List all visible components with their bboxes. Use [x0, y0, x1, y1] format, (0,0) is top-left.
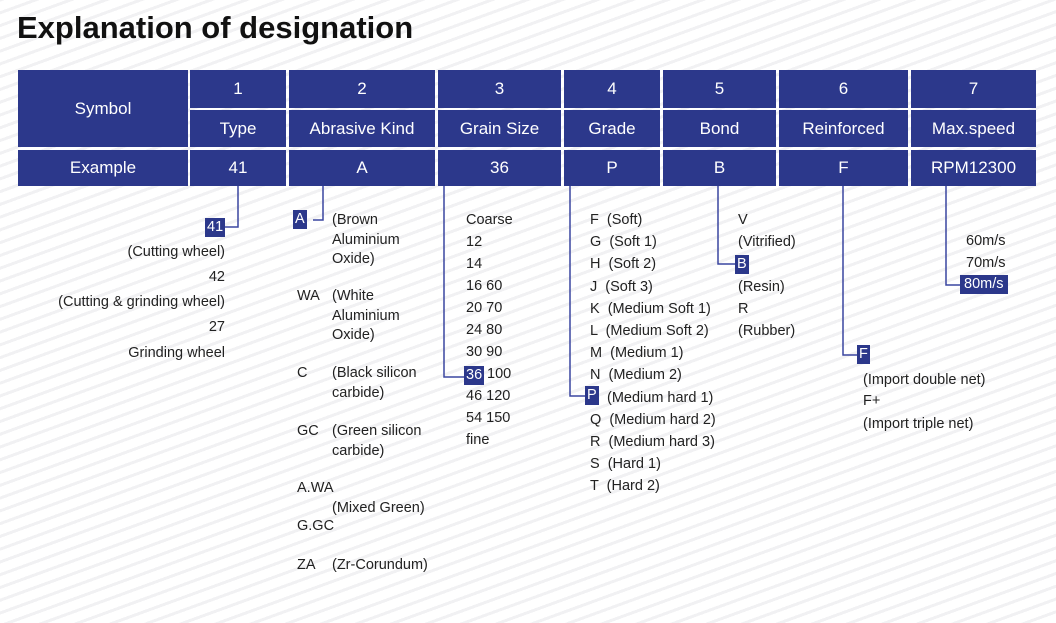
abrasive-desc: (Green silicon [332, 423, 422, 439]
grade-line: G (Soft 1) [590, 234, 657, 251]
abrasive-highlight: A [293, 210, 307, 229]
speed-line: 60m/s [966, 233, 1006, 249]
bond-line: V [738, 212, 748, 228]
bond-line: (Rubber) [738, 323, 796, 339]
column-number: 5 [663, 70, 776, 108]
grade-line: Q (Medium hard 2) [590, 411, 716, 428]
symbol-header: Symbol [18, 70, 188, 147]
grain-line: 46 120 [466, 388, 511, 404]
grain-line: 24 80 [466, 322, 503, 338]
grade-line: M (Medium 1) [590, 345, 684, 362]
abrasive-code: GC [297, 423, 319, 439]
grain-line: 16 60 [466, 278, 503, 294]
grade-line: J (Soft 3) [590, 278, 653, 295]
column-number: 3 [438, 70, 561, 108]
abrasive-code: C [297, 365, 308, 381]
grain-line: 20 70 [466, 300, 503, 316]
speed-line: 70m/s [966, 255, 1006, 271]
speed-highlight: 80m/s [960, 275, 1008, 294]
reinforced-line: F+ [863, 393, 881, 409]
grade-line: N (Medium 2) [590, 367, 682, 384]
abrasive-desc: Aluminium [332, 231, 400, 248]
column-name: Reinforced [779, 110, 908, 147]
column-name: Abrasive Kind [289, 110, 435, 147]
column-example: F [779, 150, 908, 186]
grade-line: S (Hard 1) [590, 456, 661, 473]
column-example: 41 [190, 150, 286, 186]
abrasive-desc: Oxide) [332, 251, 375, 267]
example-header: Example [18, 150, 188, 186]
grain-line: 14 [466, 256, 483, 272]
column-number: 6 [779, 70, 908, 108]
abrasive-code: G.GC [297, 518, 335, 534]
abrasive-desc: (Brown [332, 212, 378, 228]
grain-line: Coarse [466, 212, 513, 228]
bond-line: R [738, 301, 749, 317]
abrasive-desc: carbide) [332, 442, 385, 459]
grade-line: T (Hard 2) [590, 478, 660, 495]
abrasive-desc: (Zr-Corundum) [332, 557, 428, 573]
reinforced-line: (Import triple net) [863, 416, 974, 432]
column-name: Type [190, 110, 286, 147]
column-name: Grade [564, 110, 660, 147]
grade-highlight: P [585, 386, 599, 405]
abrasive-desc: carbide) [332, 384, 385, 401]
abrasive-desc: (Black silicon [332, 365, 417, 381]
grade-line: H (Soft 2) [590, 256, 657, 273]
column-example: RPM12300 [911, 150, 1036, 186]
grain-line: fine [466, 432, 490, 448]
column-example: P [564, 150, 660, 186]
column-example: A [289, 150, 435, 186]
abrasive-code: WA [297, 288, 320, 304]
abrasive-desc: (Mixed Green) [332, 500, 425, 516]
column-number: 4 [564, 70, 660, 108]
column-number: 1 [190, 70, 286, 108]
grade-line: K (Medium Soft 1) [590, 300, 711, 317]
abrasive-desc: Aluminium [332, 307, 400, 324]
grain-line: 30 90 [466, 344, 503, 360]
bond-highlight: B [735, 255, 749, 274]
grain-line: 54 150 [466, 410, 511, 426]
reinforced-line: (Import double net) [863, 372, 986, 388]
column-example: B [663, 150, 776, 186]
abrasive-desc: (White [332, 288, 374, 304]
column-name: Bond [663, 110, 776, 147]
grain-line: 12 [466, 234, 483, 250]
type-line: 27 [208, 319, 225, 335]
type-highlight: 41 [205, 218, 226, 237]
column-name: Grain Size [438, 110, 561, 147]
page-title: Explanation of designation [17, 10, 414, 45]
column-number: 7 [911, 70, 1036, 108]
bond-line: (Resin) [738, 279, 785, 295]
type-line: (Cutting wheel) [127, 244, 225, 260]
abrasive-desc: Oxide) [332, 327, 375, 343]
column-number: 2 [289, 70, 435, 108]
abrasive-code: A.WA [297, 480, 334, 496]
type-line: 42 [208, 269, 225, 285]
grain-highlight: 36 [464, 366, 485, 385]
grade-line: (Medium hard 1) [607, 389, 714, 406]
type-line: (Cutting & grinding wheel) [58, 294, 225, 310]
grain-line: 100 [487, 366, 512, 382]
reinforced-highlight: F [857, 345, 870, 364]
grade-line: F (Soft) [590, 212, 643, 228]
grade-line: L (Medium Soft 2) [590, 323, 709, 339]
abrasive-code: ZA [297, 557, 316, 573]
grade-line: R (Medium hard 3) [590, 434, 715, 450]
column-example: 36 [438, 150, 561, 186]
column-name: Max.speed [911, 110, 1036, 147]
type-line: Grinding wheel [128, 345, 225, 361]
bond-line: (Vitrified) [738, 234, 796, 250]
